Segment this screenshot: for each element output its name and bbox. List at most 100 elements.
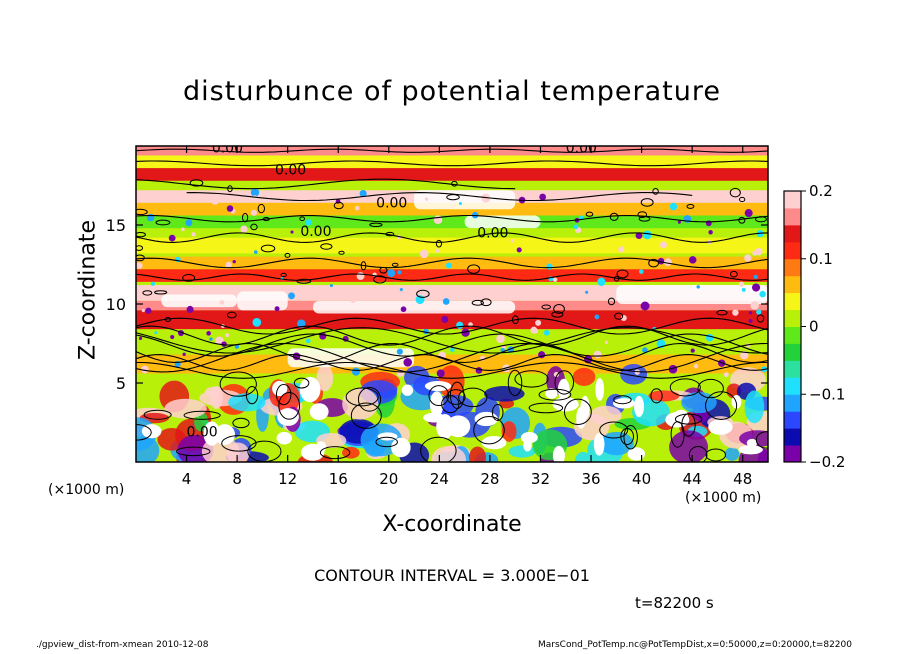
contour-loop xyxy=(613,395,632,405)
contour-loop xyxy=(299,216,305,222)
field-speck xyxy=(741,287,746,292)
colorbar-segment xyxy=(784,326,801,344)
contour-loop xyxy=(563,398,592,426)
field-blob xyxy=(316,364,334,392)
field-speck xyxy=(618,246,625,253)
field-speck xyxy=(146,213,155,222)
contour-loop xyxy=(345,387,379,407)
contour-loop xyxy=(428,385,450,406)
field-streak xyxy=(616,285,768,304)
contour-loop xyxy=(176,446,211,457)
field-speck xyxy=(708,230,713,235)
field-blob-white xyxy=(520,432,538,444)
field-speck xyxy=(356,272,365,280)
x-tick-label: 44 xyxy=(683,470,702,488)
field-speck xyxy=(677,220,681,224)
field-speck xyxy=(458,202,463,206)
field-speck xyxy=(640,301,650,311)
contour-loop xyxy=(293,377,310,389)
field-blob-white xyxy=(299,381,317,393)
field-speck xyxy=(585,290,589,294)
field-speck xyxy=(209,337,213,341)
field-speck xyxy=(445,262,452,269)
contour-loop xyxy=(143,409,172,420)
contour-loop xyxy=(226,311,237,319)
chart-title: disturbunce of potential temperature xyxy=(183,76,721,107)
field-blob-white xyxy=(738,445,763,455)
contour-loop xyxy=(609,212,619,221)
field-speck xyxy=(419,249,429,259)
contour-line xyxy=(136,232,768,243)
contour-loop xyxy=(373,275,387,284)
field-speck xyxy=(288,292,295,300)
y-axis: 5 10 15 xyxy=(106,216,768,393)
field-speck xyxy=(206,289,212,295)
colorbar-tick-label: −0.2 xyxy=(809,453,845,471)
field-blob xyxy=(508,445,536,458)
field-blob xyxy=(648,390,680,402)
field-streak xyxy=(161,294,238,308)
contour-label: 0.00 xyxy=(477,226,508,242)
contour-loop xyxy=(320,243,333,250)
colorbar-tick-label: 0.1 xyxy=(809,250,833,268)
field-speck xyxy=(252,318,262,327)
colorbar-segment xyxy=(784,411,801,429)
contour-loop xyxy=(471,299,484,306)
contour-loop xyxy=(446,194,460,201)
contour-loop xyxy=(183,410,221,420)
contour-label: 0.00 xyxy=(376,196,407,212)
field-speck xyxy=(663,258,672,266)
field-blob-white xyxy=(545,388,558,399)
field-speck xyxy=(543,329,550,336)
x-tick-label: 12 xyxy=(278,470,297,488)
field-blob-white xyxy=(557,378,570,401)
contour-loop xyxy=(319,446,351,460)
contour-loop xyxy=(623,425,638,450)
contour-loop xyxy=(585,211,594,217)
colorbar-tick-label: −0.1 xyxy=(809,385,845,403)
contour-line xyxy=(136,148,768,153)
field-speck xyxy=(170,335,175,340)
field-speck xyxy=(436,369,445,378)
field-speck xyxy=(397,270,402,275)
contour-loop xyxy=(458,387,488,408)
field-speck xyxy=(387,269,396,278)
field-blob-white xyxy=(141,424,162,439)
field-speck xyxy=(573,224,579,230)
colorbar-segment xyxy=(784,309,801,327)
contour-loop xyxy=(142,290,153,296)
field-speck xyxy=(232,259,236,264)
field-speck xyxy=(705,333,714,342)
contour-loop xyxy=(705,391,738,420)
contour-loop xyxy=(164,316,172,322)
field-blob-white xyxy=(474,411,498,427)
contour-loop xyxy=(669,378,701,397)
field-speck xyxy=(297,319,306,328)
x-tick-label: 36 xyxy=(581,470,600,488)
footer-file-info: MarsCond_PotTemp.nc@PotTempDist,x=0:5000… xyxy=(538,640,852,650)
field-speck xyxy=(182,352,186,356)
field-speck xyxy=(354,205,360,211)
field-speck xyxy=(251,195,258,201)
contour-label: 0.00 xyxy=(212,140,243,156)
field-blob-white xyxy=(309,403,329,421)
field-blob xyxy=(744,390,765,424)
x-tick-label: 28 xyxy=(480,470,499,488)
field-speck xyxy=(185,219,193,227)
contour-loop xyxy=(250,223,258,231)
contour-labels: 0.00 0.00 0.00 0.00 0.00 0.00 0.00 xyxy=(187,140,597,441)
contour-line xyxy=(186,192,693,202)
field-speck xyxy=(433,215,443,224)
contour-loop xyxy=(756,314,765,323)
contour-loop xyxy=(538,388,572,401)
field-speck xyxy=(350,298,356,303)
contour-loop xyxy=(607,297,616,306)
field-speck xyxy=(475,367,483,374)
field-speck xyxy=(744,209,753,218)
field-speck xyxy=(533,328,539,334)
field-speck xyxy=(138,336,143,340)
field-speck xyxy=(186,305,194,313)
contour-loop xyxy=(435,239,443,248)
contour-loop xyxy=(357,387,382,412)
